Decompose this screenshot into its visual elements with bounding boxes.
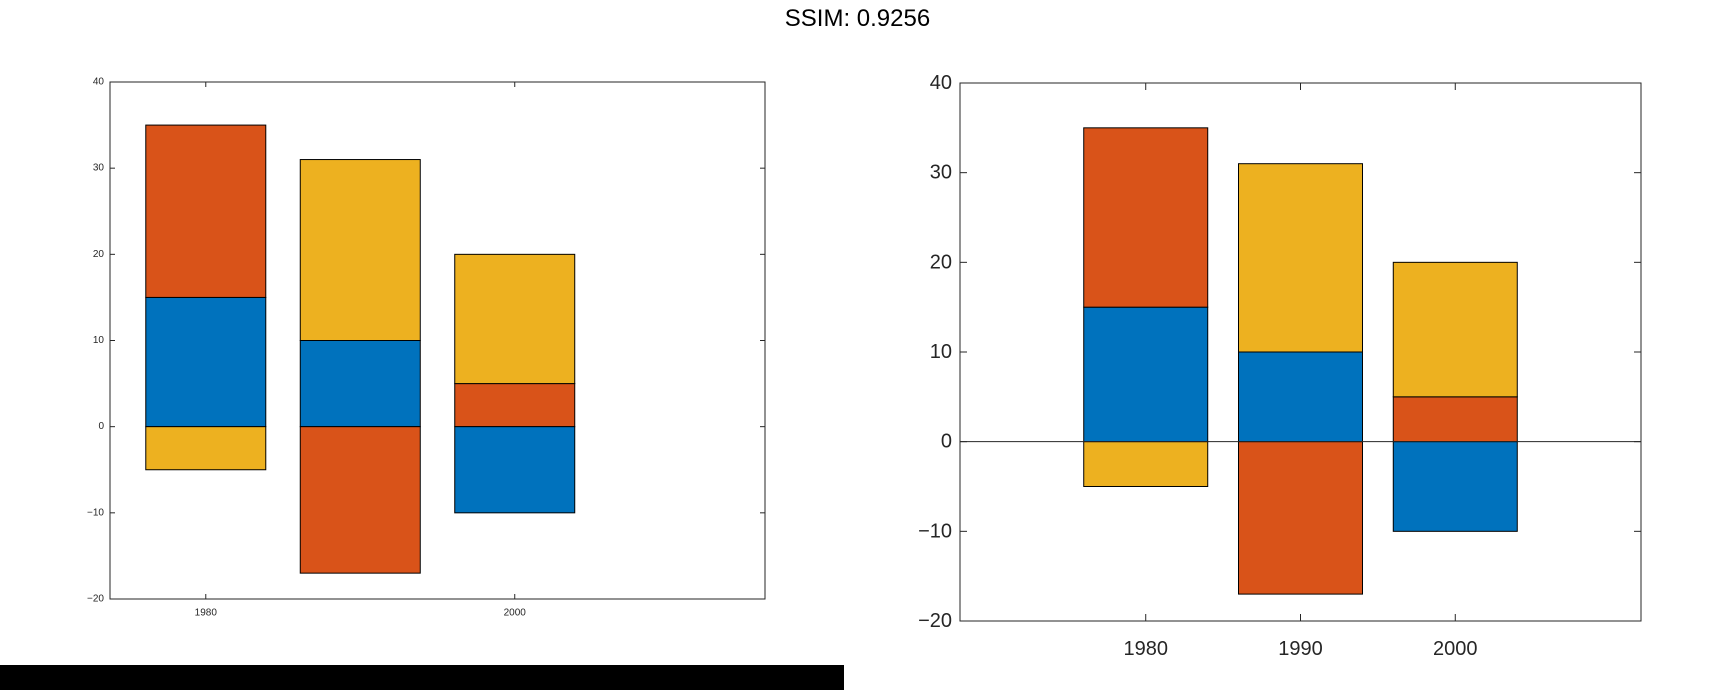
- y-tick-label: 40: [93, 77, 105, 88]
- bar-group-2000: [1392, 261, 1518, 532]
- x-tick-label: 2000: [504, 608, 527, 619]
- y-tick-label: 30: [93, 163, 105, 174]
- bar-segment: [454, 426, 576, 514]
- y-tick-label: 0: [98, 421, 104, 432]
- bar-segment: [1392, 396, 1518, 443]
- y-tick-label: −20: [87, 594, 104, 605]
- x-tick-label: 1990: [1278, 638, 1323, 660]
- y-tick-label: −20: [918, 610, 952, 632]
- bar-segment: [299, 426, 421, 574]
- bar-segment: [1083, 306, 1209, 443]
- bar-segment: [1392, 261, 1518, 398]
- bar-segment: [1238, 351, 1363, 443]
- x-tick-label: 2000: [1433, 638, 1478, 660]
- chart-right: −20 −10 0 10 20 30 40 1980 1990 2000: [918, 72, 1642, 660]
- y-tick-label: 20: [930, 251, 952, 273]
- y-tick-label: 10: [93, 335, 105, 346]
- bar-group-1980: [145, 124, 267, 471]
- y-tick-label: 30: [930, 162, 952, 184]
- bar-segment: [145, 296, 267, 428]
- bar-segment: [145, 124, 267, 298]
- bar-segment: [454, 383, 576, 428]
- bar-segment: [1392, 441, 1518, 532]
- x-tick-label: 1980: [195, 608, 218, 619]
- y-tick-label: 10: [930, 341, 952, 363]
- y-tick-label: −10: [918, 520, 952, 542]
- y-tick-label: 20: [93, 249, 105, 260]
- bar-segment: [1238, 163, 1363, 353]
- y-tick-label: 0: [941, 431, 952, 453]
- bottom-black-bar: [0, 665, 844, 690]
- bar-segment: [145, 426, 267, 471]
- chart-left: −20 −10 0 10 20 30 40 1980 2000: [87, 77, 766, 619]
- x-tick-label: 1980: [1123, 638, 1168, 660]
- bar-segment: [1083, 441, 1209, 487]
- page-title: SSIM: 0.9256: [784, 5, 931, 32]
- bar-segment: [299, 340, 421, 428]
- bar-group-1990: [1238, 163, 1363, 595]
- y-tick-label: 40: [930, 72, 952, 94]
- y-tick-label: −10: [87, 507, 104, 518]
- bar-group-1990: [299, 159, 421, 574]
- bar-group-1980: [1083, 127, 1209, 487]
- bar-group-2000: [454, 253, 576, 514]
- bar-segment: [1083, 127, 1209, 308]
- bar-segment: [454, 253, 576, 385]
- bar-segment: [1238, 441, 1363, 595]
- bar-segment: [299, 159, 421, 341]
